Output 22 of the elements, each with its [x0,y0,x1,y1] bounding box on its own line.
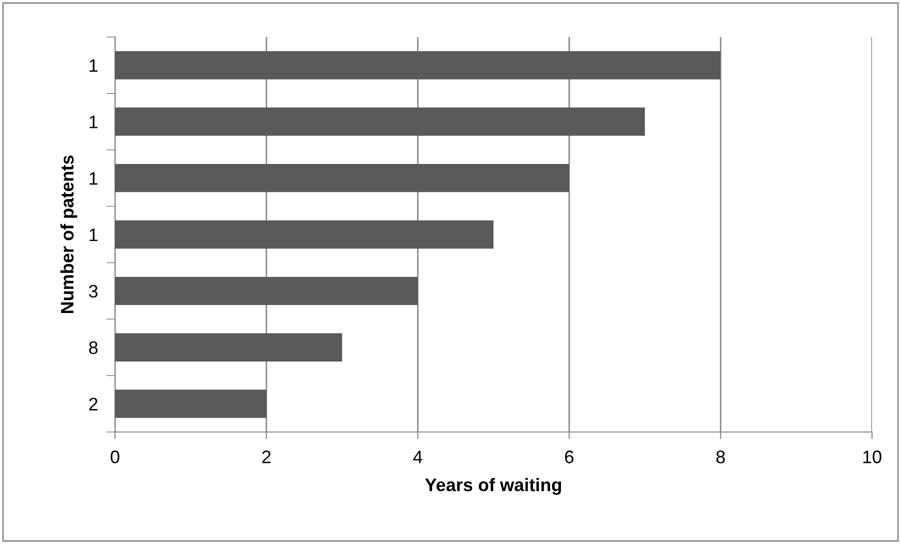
x-tick-label: 4 [413,450,422,464]
y-tick-label: 2 [89,398,98,410]
y-tick-label: 1 [90,228,98,242]
bar [115,108,645,136]
y-tick-label: 1 [90,116,98,128]
x-axis-title: Years of waiting [425,478,562,495]
y-tick-label: 1 [90,172,98,185]
y-tick-label: 8 [89,341,98,354]
x-tick-label: 10 [863,450,882,464]
x-tick-label: 8 [716,450,725,464]
x-tick-label: 0 [110,450,120,464]
y-tick-label: 1 [90,59,98,72]
x-tick-label: 6 [565,450,574,464]
x-tick-label: 2 [262,450,271,464]
bar [115,276,418,306]
bar [115,390,266,418]
bar [115,220,494,249]
y-axis-title: Number of patents [60,155,78,314]
bar [115,164,570,192]
bar [115,333,342,362]
bar [115,51,721,80]
y-tick-label: 3 [88,284,98,298]
